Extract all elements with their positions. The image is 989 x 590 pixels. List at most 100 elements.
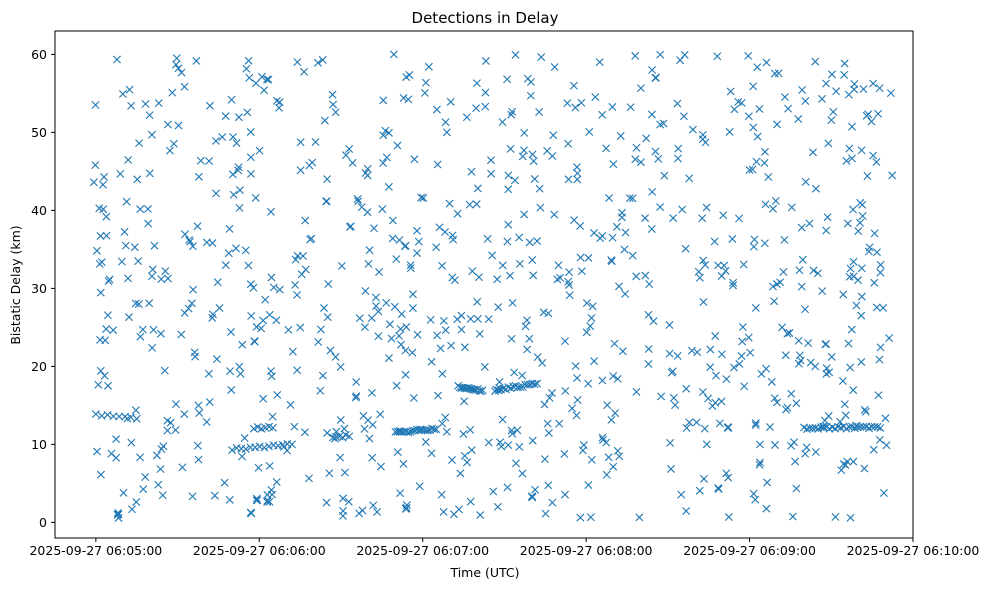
data-point	[144, 219, 153, 228]
data-point	[787, 389, 796, 398]
data-point	[770, 394, 779, 403]
data-point	[283, 446, 292, 455]
data-point	[753, 63, 762, 72]
data-point	[420, 88, 429, 97]
data-point	[473, 314, 482, 323]
data-point	[131, 406, 140, 415]
data-point	[467, 167, 476, 176]
data-point	[410, 155, 419, 164]
data-point	[301, 265, 310, 274]
data-point	[864, 247, 873, 256]
data-point	[340, 468, 349, 477]
data-point	[141, 99, 150, 108]
data-point	[393, 141, 402, 150]
data-point	[372, 301, 381, 310]
data-point	[785, 329, 794, 338]
data-point	[105, 275, 114, 284]
data-point	[300, 67, 309, 76]
data-point	[770, 69, 779, 78]
data-point	[382, 153, 391, 162]
data-point	[212, 189, 221, 198]
data-point	[621, 228, 630, 237]
data-point	[145, 111, 154, 120]
data-point	[346, 222, 355, 231]
data-point	[846, 264, 855, 273]
data-point	[265, 497, 274, 506]
data-point	[738, 323, 747, 332]
data-point	[749, 82, 758, 91]
data-point	[699, 298, 708, 306]
data-point	[682, 384, 691, 393]
data-point	[132, 414, 141, 423]
data-point	[396, 489, 405, 498]
data-point	[515, 233, 524, 242]
data-point	[296, 323, 305, 332]
data-point	[336, 453, 345, 462]
data-point	[726, 87, 735, 96]
data-point	[611, 409, 620, 418]
data-point	[316, 386, 325, 395]
data-point	[875, 355, 884, 364]
data-point	[787, 441, 796, 450]
data-point	[647, 110, 656, 119]
data-point	[156, 465, 165, 474]
data-point	[561, 490, 570, 499]
data-point	[361, 323, 369, 332]
data-point	[96, 231, 105, 240]
data-point	[314, 337, 323, 346]
data-point	[433, 160, 442, 169]
data-point	[268, 412, 277, 421]
data-point	[874, 109, 883, 118]
data-point	[728, 234, 737, 243]
data-point	[706, 345, 715, 354]
data-point	[740, 382, 749, 391]
data-point	[844, 339, 853, 348]
data-point	[872, 303, 881, 312]
data-point	[621, 289, 630, 298]
data-point	[717, 271, 726, 280]
data-point	[585, 127, 594, 136]
data-point	[763, 478, 772, 487]
data-point	[804, 339, 813, 348]
data-point	[473, 184, 482, 193]
data-point	[544, 429, 553, 438]
data-point	[227, 328, 235, 337]
data-point	[590, 228, 599, 237]
data-point	[345, 144, 354, 153]
data-point	[430, 425, 439, 434]
data-point	[402, 322, 411, 331]
data-point	[711, 371, 720, 380]
data-point	[345, 432, 354, 441]
data-point	[550, 63, 559, 72]
data-point	[438, 369, 447, 378]
data-point	[521, 322, 530, 331]
data-point	[659, 119, 668, 128]
data-point	[522, 316, 531, 325]
data-point	[426, 315, 435, 324]
data-point	[820, 416, 829, 425]
data-point	[145, 169, 154, 178]
data-point	[876, 268, 885, 277]
data-point	[320, 116, 329, 125]
data-point	[202, 418, 211, 426]
data-point	[432, 425, 441, 434]
data-point	[508, 429, 517, 438]
data-point	[590, 357, 599, 366]
data-point	[379, 131, 388, 140]
data-point	[414, 237, 423, 246]
data-point	[91, 100, 100, 109]
data-point	[406, 264, 415, 273]
data-point	[827, 116, 836, 125]
data-point	[879, 489, 888, 498]
data-point	[698, 135, 707, 144]
data-point	[515, 442, 524, 451]
data-point	[449, 235, 458, 244]
data-point	[539, 308, 548, 317]
data-point	[875, 84, 884, 93]
data-point	[135, 139, 144, 148]
y-axis: 0 10 20 30 40 50 60	[31, 47, 55, 530]
data-point	[845, 272, 854, 281]
data-point	[227, 95, 236, 104]
data-point	[273, 390, 282, 399]
data-point	[262, 75, 271, 84]
